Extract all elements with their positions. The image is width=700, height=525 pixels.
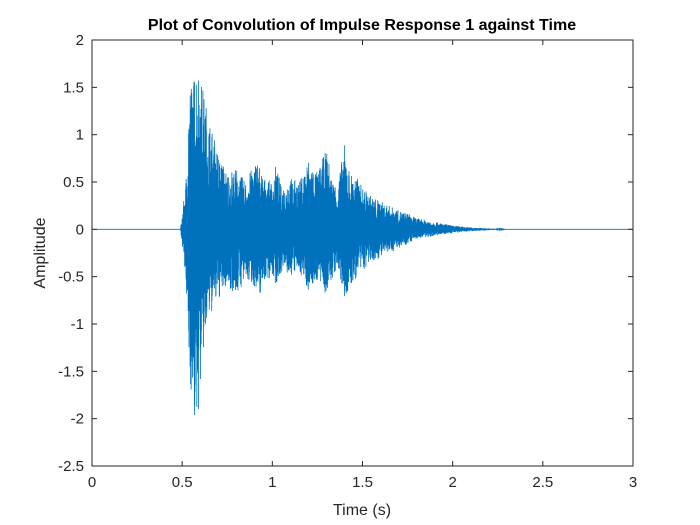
x-tick-label: 1 [268,474,276,491]
y-tick-label: 1 [76,127,84,144]
x-axis-label: Time (s) [333,502,391,519]
y-tick-label: -2.5 [58,458,84,475]
x-tick-label: 1.5 [352,474,373,491]
y-tick-label: -2 [71,411,84,428]
y-tick-label: -0.5 [58,269,84,286]
y-tick-label: 2 [76,32,84,49]
y-tick-label: -1.5 [58,363,84,380]
x-tick-label: 3 [629,474,637,491]
y-axis-label: Amplitude [32,217,49,288]
plot-area: 0 0.5 1 1.5 2 2.5 3 -2.5 -2 -1.5 -1 -0.5 0 0.5 1 1.5 2 [58,32,637,491]
x-tick-label: 2.5 [532,474,553,491]
x-tick-label: 0.5 [172,474,193,491]
y-tick-label: 1.5 [63,79,84,96]
chart-title: Plot of Convolution of Impulse Response … [148,17,576,34]
y-tick-label: 0.5 [63,174,84,191]
y-tick-label: -1 [71,316,84,333]
x-tick-label: 2 [448,474,456,491]
x-tick-label: 0 [88,474,96,491]
y-tick-label: 0 [76,221,84,238]
waveform-series-line [92,80,633,416]
